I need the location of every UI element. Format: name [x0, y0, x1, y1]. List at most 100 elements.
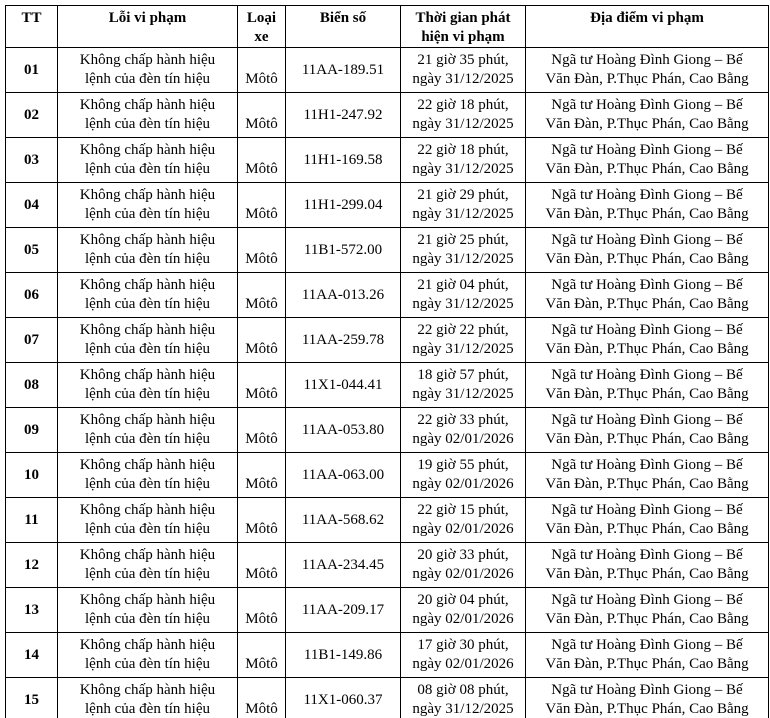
- table-row: 09 Không chấp hành hiệu lệnh của đèn tín …: [5, 407, 769, 453]
- cell-violation: Không chấp hành hiệu lệnh của đèn tín hi…: [57, 92, 238, 138]
- cell-time: 21 giờ 04 phút, ngày 31/12/2025: [400, 272, 526, 318]
- table-row: 11 Không chấp hành hiệu lệnh của đèn tín …: [5, 497, 769, 543]
- cell-location: Ngã tư Hoàng Đình Giong – Bế Văn Đàn, P.…: [525, 47, 769, 93]
- cell-tt: 10: [5, 452, 58, 498]
- cell-plate: 11X1-044.41: [285, 362, 401, 408]
- cell-plate: 11AA-013.26: [285, 272, 401, 318]
- cell-violation: Không chấp hành hiệu lệnh của đèn tín hi…: [57, 497, 238, 543]
- column-header-location: Địa điểm vi phạm: [525, 5, 769, 48]
- table-row: 15 Không chấp hành hiệu lệnh của đèn tín …: [5, 677, 769, 718]
- cell-location: Ngã tư Hoàng Đình Giong – Bế Văn Đàn, P.…: [525, 92, 769, 138]
- cell-plate: 11AA-234.45: [285, 542, 401, 588]
- cell-tt: 02: [5, 92, 58, 138]
- cell-plate: 11AA-189.51: [285, 47, 401, 93]
- cell-vehicle: Môtô: [237, 407, 286, 453]
- table-row: 10 Không chấp hành hiệu lệnh của đèn tín …: [5, 452, 769, 498]
- cell-location: Ngã tư Hoàng Đình Giong – Bế Văn Đàn, P.…: [525, 317, 769, 363]
- cell-vehicle: Môtô: [237, 542, 286, 588]
- table-row: 05 Không chấp hành hiệu lệnh của đèn tín …: [5, 227, 769, 273]
- column-header-time: Thời gian phát hiện vi phạm: [400, 5, 526, 48]
- cell-plate: 11B1-572.00: [285, 227, 401, 273]
- cell-time: 20 giờ 33 phút, ngày 02/01/2026: [400, 542, 526, 588]
- cell-location: Ngã tư Hoàng Đình Giong – Bế Văn Đàn, P.…: [525, 632, 769, 678]
- cell-violation: Không chấp hành hiệu lệnh của đèn tín hi…: [57, 452, 238, 498]
- table-row: 07 Không chấp hành hiệu lệnh của đèn tín …: [5, 317, 769, 363]
- violations-table: TT Lỗi vi phạm Loại xe Biển số Thời gian…: [5, 5, 769, 718]
- cell-location: Ngã tư Hoàng Đình Giong – Bế Văn Đàn, P.…: [525, 587, 769, 633]
- cell-violation: Không chấp hành hiệu lệnh của đèn tín hi…: [57, 272, 238, 318]
- cell-location: Ngã tư Hoàng Đình Giong – Bế Văn Đàn, P.…: [525, 182, 769, 228]
- cell-time: 18 giờ 57 phút, ngày 31/12/2025: [400, 362, 526, 408]
- cell-location: Ngã tư Hoàng Đình Giong – Bế Văn Đàn, P.…: [525, 407, 769, 453]
- cell-tt: 05: [5, 227, 58, 273]
- cell-time: 19 giờ 55 phút, ngày 02/01/2026: [400, 452, 526, 498]
- table-row: 02 Không chấp hành hiệu lệnh của đèn tín …: [5, 92, 769, 138]
- cell-plate: 11H1-169.58: [285, 137, 401, 183]
- cell-violation: Không chấp hành hiệu lệnh của đèn tín hi…: [57, 137, 238, 183]
- cell-violation: Không chấp hành hiệu lệnh của đèn tín hi…: [57, 182, 238, 228]
- cell-tt: 06: [5, 272, 58, 318]
- cell-plate: 11B1-149.86: [285, 632, 401, 678]
- cell-time: 08 giờ 08 phút, ngày 31/12/2025: [400, 677, 526, 718]
- cell-location: Ngã tư Hoàng Đình Giong – Bế Văn Đàn, P.…: [525, 497, 769, 543]
- cell-violation: Không chấp hành hiệu lệnh của đèn tín hi…: [57, 407, 238, 453]
- cell-plate: 11AA-209.17: [285, 587, 401, 633]
- cell-plate: 11AA-063.00: [285, 452, 401, 498]
- cell-violation: Không chấp hành hiệu lệnh của đèn tín hi…: [57, 227, 238, 273]
- cell-time: 22 giờ 15 phút, ngày 02/01/2026: [400, 497, 526, 543]
- column-header-vehicle: Loại xe: [237, 5, 286, 48]
- cell-tt: 09: [5, 407, 58, 453]
- cell-violation: Không chấp hành hiệu lệnh của đèn tín hi…: [57, 587, 238, 633]
- cell-plate: 11H1-299.04: [285, 182, 401, 228]
- cell-tt: 15: [5, 677, 58, 718]
- cell-location: Ngã tư Hoàng Đình Giong – Bế Văn Đàn, P.…: [525, 542, 769, 588]
- cell-plate: 11AA-568.62: [285, 497, 401, 543]
- cell-time: 22 giờ 22 phút, ngày 31/12/2025: [400, 317, 526, 363]
- cell-vehicle: Môtô: [237, 452, 286, 498]
- table-row: 13 Không chấp hành hiệu lệnh của đèn tín …: [5, 587, 769, 633]
- cell-time: 17 giờ 30 phút, ngày 02/01/2026: [400, 632, 526, 678]
- cell-location: Ngã tư Hoàng Đình Giong – Bế Văn Đàn, P.…: [525, 362, 769, 408]
- cell-tt: 03: [5, 137, 58, 183]
- table-row: 01 Không chấp hành hiệu lệnh của đèn tín …: [5, 47, 769, 93]
- table-row: 12 Không chấp hành hiệu lệnh của đèn tín …: [5, 542, 769, 588]
- cell-tt: 12: [5, 542, 58, 588]
- cell-tt: 07: [5, 317, 58, 363]
- cell-plate: 11H1-247.92: [285, 92, 401, 138]
- cell-vehicle: Môtô: [237, 137, 286, 183]
- header-row: TT Lỗi vi phạm Loại xe Biển số Thời gian…: [5, 5, 769, 48]
- cell-vehicle: Môtô: [237, 47, 286, 93]
- table-row: 03 Không chấp hành hiệu lệnh của đèn tín …: [5, 137, 769, 183]
- cell-time: 21 giờ 25 phút, ngày 31/12/2025: [400, 227, 526, 273]
- cell-time: 22 giờ 18 phút, ngày 31/12/2025: [400, 137, 526, 183]
- table-row: 08 Không chấp hành hiệu lệnh của đèn tín …: [5, 362, 769, 408]
- cell-tt: 01: [5, 47, 58, 93]
- table-body: 01 Không chấp hành hiệu lệnh của đèn tín …: [5, 47, 769, 718]
- table-row: 06 Không chấp hành hiệu lệnh của đèn tín …: [5, 272, 769, 318]
- column-header-plate: Biển số: [285, 5, 401, 48]
- cell-time: 21 giờ 35 phút, ngày 31/12/2025: [400, 47, 526, 93]
- cell-tt: 04: [5, 182, 58, 228]
- cell-plate: 11AA-053.80: [285, 407, 401, 453]
- cell-time: 22 giờ 18 phút, ngày 31/12/2025: [400, 92, 526, 138]
- cell-violation: Không chấp hành hiệu lệnh của đèn tín hi…: [57, 362, 238, 408]
- cell-vehicle: Môtô: [237, 632, 286, 678]
- cell-location: Ngã tư Hoàng Đình Giong – Bế Văn Đàn, P.…: [525, 227, 769, 273]
- cell-tt: 08: [5, 362, 58, 408]
- table-row: 04 Không chấp hành hiệu lệnh của đèn tín …: [5, 182, 769, 228]
- cell-vehicle: Môtô: [237, 182, 286, 228]
- cell-vehicle: Môtô: [237, 272, 286, 318]
- cell-time: 22 giờ 33 phút, ngày 02/01/2026: [400, 407, 526, 453]
- table-row: 14 Không chấp hành hiệu lệnh của đèn tín …: [5, 632, 769, 678]
- cell-vehicle: Môtô: [237, 227, 286, 273]
- cell-location: Ngã tư Hoàng Đình Giong – Bế Văn Đàn, P.…: [525, 272, 769, 318]
- cell-vehicle: Môtô: [237, 362, 286, 408]
- cell-time: 20 giờ 04 phút, ngày 02/01/2026: [400, 587, 526, 633]
- cell-vehicle: Môtô: [237, 317, 286, 363]
- cell-tt: 11: [5, 497, 58, 543]
- cell-violation: Không chấp hành hiệu lệnh của đèn tín hi…: [57, 542, 238, 588]
- cell-location: Ngã tư Hoàng Đình Giong – Bế Văn Đàn, P.…: [525, 452, 769, 498]
- cell-tt: 14: [5, 632, 58, 678]
- cell-location: Ngã tư Hoàng Đình Giong – Bế Văn Đàn, P.…: [525, 677, 769, 718]
- cell-vehicle: Môtô: [237, 92, 286, 138]
